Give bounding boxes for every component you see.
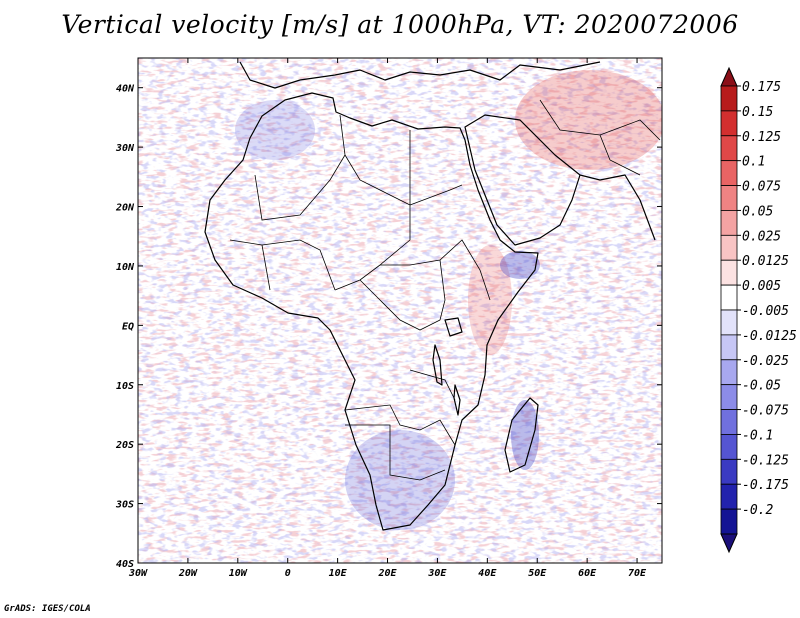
negative-region-maghreb	[235, 100, 315, 160]
colorbar-swatch	[720, 234, 738, 261]
lake-victoria	[444, 317, 463, 337]
grads-credit: GrADS: IGES/COLA	[4, 604, 91, 614]
y-axis: 40N 30N 20N 10N EQ 10S 20S 30S 40S	[115, 84, 662, 570]
colorbar-label: -0.0125	[742, 329, 797, 344]
colorbar-swatch	[720, 508, 738, 535]
x-tick-label: 60E	[578, 568, 597, 579]
colorbar-swatch	[720, 458, 738, 485]
colorbar-label: -0.1	[742, 428, 773, 443]
colorbar-swatch	[720, 334, 738, 361]
x-axis: 30W 20W 10W 0 10E 20E 30E 40E 50E 60E 70E	[128, 58, 647, 579]
colorbar-label: -0.05	[742, 379, 781, 394]
colorbar-label: -0.025	[742, 354, 789, 369]
colorbar-label: 0.15	[742, 105, 773, 120]
colorbar-bottom-triangle	[720, 533, 738, 554]
colorbar-swatch	[720, 210, 738, 236]
colorbar-label: 0.025	[742, 229, 781, 244]
africa-coastline	[204, 92, 539, 531]
negative-region-horn	[500, 251, 540, 279]
colorbar-swatch	[720, 160, 738, 186]
negative-region-madagascar	[511, 400, 539, 470]
x-tick-label: 10W	[229, 568, 248, 579]
colorbar-label: -0.175	[742, 478, 789, 493]
madagascar-coastline	[504, 397, 539, 473]
colorbar-top-triangle	[720, 66, 738, 87]
colorbar-swatch	[720, 359, 738, 386]
colorbar-swatch	[720, 259, 738, 286]
colorbar-label: 0.0125	[742, 254, 789, 269]
y-tick-label: 40N	[116, 84, 135, 95]
x-tick-label: 30E	[427, 568, 447, 579]
colorbar-swatch	[720, 434, 738, 460]
colorbar-label: 0.1	[742, 155, 765, 170]
colorbar-swatch	[720, 384, 738, 410]
y-tick-label: 40S	[116, 559, 134, 570]
x-tick-label: 70E	[628, 568, 647, 579]
europe-coastline	[239, 61, 601, 89]
chart-title: Vertical velocity [m/s] at 1000hPa, VT: …	[61, 10, 739, 39]
colorbar-label: 0.005	[742, 279, 781, 294]
colorbar-swatch	[720, 409, 738, 435]
colorbar-swatch	[720, 110, 738, 137]
colorbar-label: 0.175	[742, 80, 781, 95]
x-tick-label: 10E	[329, 568, 348, 579]
plot-frame	[137, 57, 663, 564]
y-tick-label: 20S	[115, 440, 134, 451]
x-tick-label: 50E	[528, 568, 547, 579]
x-tick-label: 20E	[377, 568, 397, 579]
colorbar-label: 0.125	[742, 130, 781, 145]
coastlines	[204, 61, 656, 531]
colorbar-swatch	[720, 483, 738, 510]
y-tick-label: 10N	[116, 262, 135, 273]
y-tick-label: 30N	[115, 143, 135, 154]
y-tick-label: 30S	[115, 500, 134, 511]
x-tick-label: 40E	[478, 568, 497, 579]
colorbar-swatch	[720, 284, 738, 311]
colorbar-label: -0.2	[742, 503, 773, 518]
x-tick-label: 30W	[128, 568, 148, 579]
lake-malawi	[453, 384, 461, 416]
colorbar-swatch	[720, 309, 738, 336]
x-tick-label: 0	[285, 568, 291, 579]
colorbar-label: -0.125	[742, 453, 789, 468]
country-borders	[229, 99, 661, 481]
colorbar-label: 0.075	[742, 180, 781, 195]
y-tick-label: 20N	[115, 203, 135, 214]
arabia-coastline	[464, 114, 581, 246]
colorbar-label: -0.075	[742, 404, 789, 419]
colorbar-label: -0.005	[742, 304, 789, 319]
asia-coastline	[579, 174, 656, 241]
y-tick-label: EQ	[122, 321, 134, 332]
negative-region-south-africa	[345, 430, 455, 530]
positive-region-middle-east	[515, 70, 662, 170]
x-tick-label: 20W	[178, 568, 198, 579]
lake-tanganyika	[432, 344, 443, 386]
colorbar-label: 0.05	[742, 204, 773, 219]
colorbar-swatch	[720, 85, 738, 112]
colorbar-swatch	[720, 135, 738, 162]
y-tick-label: 10S	[116, 381, 134, 392]
colorbar-legend: 0.175 0.15 0.125 0.1 0.075 0.05 0.025 0.0125 0.0…	[720, 66, 797, 554]
colorbar-swatch	[720, 185, 738, 211]
velocity-field	[138, 58, 662, 563]
